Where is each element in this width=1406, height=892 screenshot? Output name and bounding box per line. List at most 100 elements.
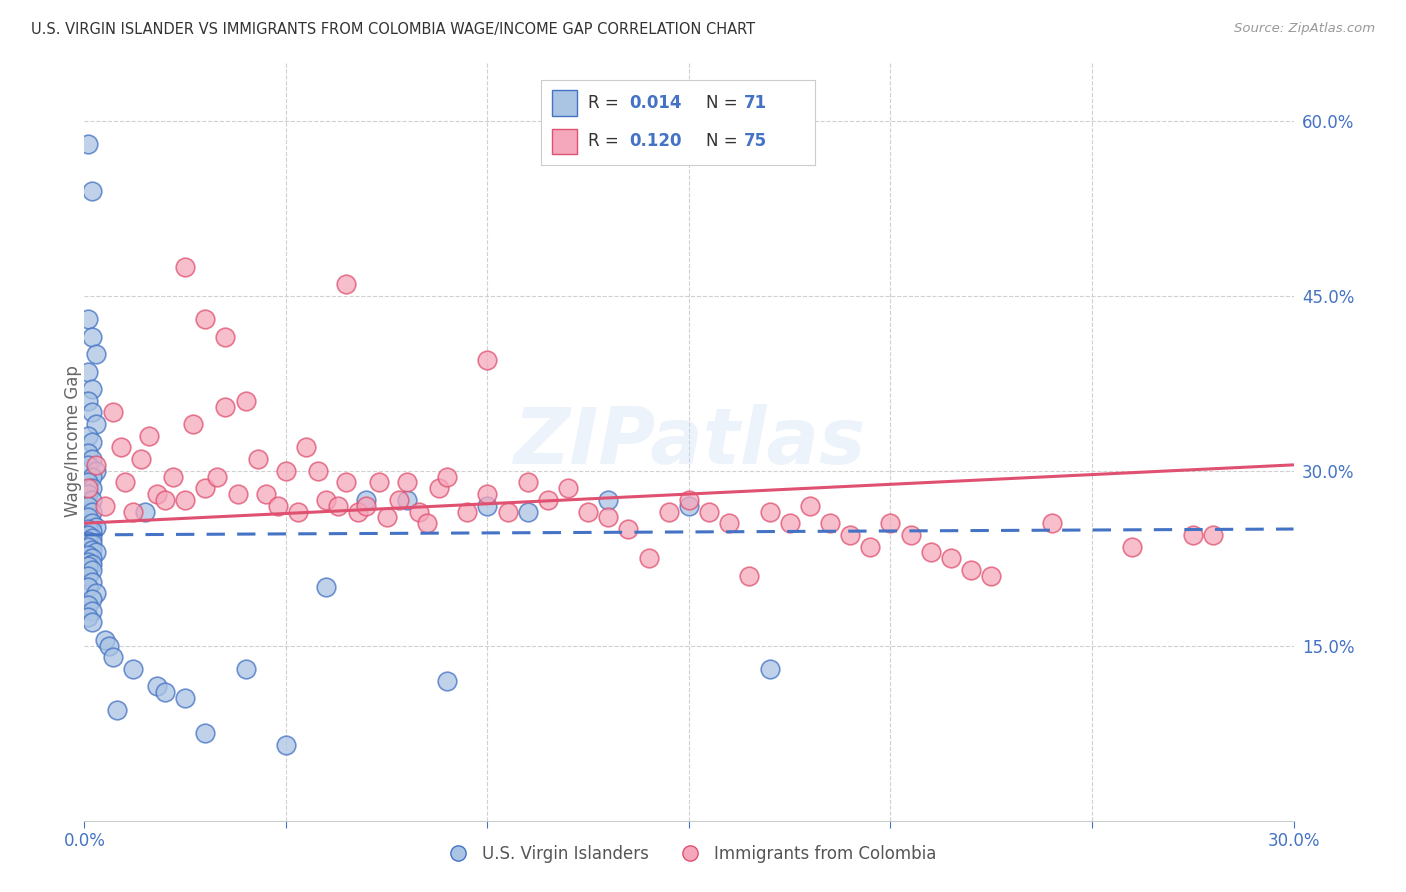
Point bbox=[335, 475, 357, 490]
Text: N =: N = bbox=[706, 95, 742, 112]
Point bbox=[456, 504, 478, 518]
Point bbox=[356, 492, 378, 507]
Point bbox=[194, 312, 217, 326]
Point bbox=[82, 504, 104, 518]
Point bbox=[86, 347, 108, 361]
Point bbox=[82, 557, 104, 571]
Point bbox=[388, 492, 411, 507]
Point bbox=[738, 568, 761, 582]
Point bbox=[77, 580, 100, 594]
Text: R =: R = bbox=[588, 95, 624, 112]
Point bbox=[77, 510, 100, 524]
Point bbox=[516, 504, 538, 518]
Point bbox=[82, 434, 104, 449]
Point bbox=[97, 639, 120, 653]
Point bbox=[77, 609, 100, 624]
Point bbox=[134, 504, 156, 518]
Point bbox=[960, 563, 983, 577]
Point bbox=[246, 452, 269, 467]
Point bbox=[1202, 528, 1225, 542]
Point bbox=[82, 469, 104, 483]
Point bbox=[235, 393, 257, 408]
Point bbox=[121, 504, 143, 518]
Legend: U.S. Virgin Islanders, Immigrants from Colombia: U.S. Virgin Islanders, Immigrants from C… bbox=[434, 838, 943, 869]
Point bbox=[678, 499, 700, 513]
Point bbox=[395, 492, 418, 507]
Point bbox=[77, 487, 100, 501]
Text: 75: 75 bbox=[744, 132, 768, 150]
Point bbox=[82, 563, 104, 577]
Point bbox=[82, 592, 104, 607]
Point bbox=[77, 528, 100, 542]
Point bbox=[718, 516, 741, 531]
Point bbox=[697, 504, 720, 518]
Point bbox=[77, 598, 100, 612]
Point bbox=[82, 516, 104, 531]
Point bbox=[82, 532, 104, 546]
Text: 71: 71 bbox=[744, 95, 768, 112]
Point bbox=[274, 738, 297, 752]
Point bbox=[82, 524, 104, 539]
Point bbox=[395, 475, 418, 490]
Point bbox=[295, 441, 318, 455]
Point bbox=[93, 499, 115, 513]
Point bbox=[939, 551, 962, 566]
Point bbox=[153, 685, 176, 699]
Point bbox=[82, 574, 104, 589]
Point bbox=[77, 540, 100, 554]
Point bbox=[77, 365, 100, 379]
Point bbox=[82, 405, 104, 419]
Point bbox=[77, 559, 100, 574]
Point bbox=[77, 522, 100, 536]
Point bbox=[174, 691, 197, 706]
Point bbox=[235, 662, 257, 676]
Text: N =: N = bbox=[706, 132, 742, 150]
Point bbox=[129, 452, 152, 467]
Point bbox=[367, 475, 389, 490]
Point bbox=[86, 586, 108, 600]
Point bbox=[138, 428, 160, 442]
Point bbox=[77, 568, 100, 582]
Point bbox=[214, 400, 236, 414]
Point bbox=[315, 580, 337, 594]
Point bbox=[77, 458, 100, 472]
Point bbox=[93, 632, 115, 647]
Point bbox=[307, 464, 329, 478]
Point bbox=[77, 555, 100, 569]
Text: Source: ZipAtlas.com: Source: ZipAtlas.com bbox=[1234, 22, 1375, 36]
Point bbox=[537, 492, 560, 507]
Text: 0.120: 0.120 bbox=[628, 132, 682, 150]
Point bbox=[174, 260, 197, 274]
Point bbox=[82, 184, 104, 198]
Point bbox=[207, 469, 229, 483]
Text: R =: R = bbox=[588, 132, 624, 150]
Point bbox=[153, 492, 176, 507]
Point bbox=[598, 492, 620, 507]
Point bbox=[86, 464, 108, 478]
Point bbox=[980, 568, 1002, 582]
Point bbox=[101, 405, 124, 419]
Point bbox=[576, 504, 599, 518]
Point bbox=[758, 662, 780, 676]
Text: ZIPatlas: ZIPatlas bbox=[513, 403, 865, 480]
Point bbox=[82, 543, 104, 558]
Point bbox=[557, 481, 579, 495]
Text: U.S. VIRGIN ISLANDER VS IMMIGRANTS FROM COLOMBIA WAGE/INCOME GAP CORRELATION CHA: U.S. VIRGIN ISLANDER VS IMMIGRANTS FROM … bbox=[31, 22, 755, 37]
Point bbox=[1181, 528, 1204, 542]
Point bbox=[82, 615, 104, 630]
Point bbox=[121, 662, 143, 676]
Point bbox=[77, 475, 100, 490]
Point bbox=[416, 516, 439, 531]
Point bbox=[287, 504, 309, 518]
Point bbox=[859, 540, 882, 554]
Point bbox=[598, 510, 620, 524]
Point bbox=[436, 469, 458, 483]
Point bbox=[637, 551, 659, 566]
Point bbox=[77, 393, 100, 408]
Bar bbox=[553, 90, 576, 116]
Point bbox=[347, 504, 370, 518]
Point bbox=[477, 499, 499, 513]
Point bbox=[114, 475, 136, 490]
Point bbox=[839, 528, 862, 542]
Point bbox=[799, 499, 821, 513]
